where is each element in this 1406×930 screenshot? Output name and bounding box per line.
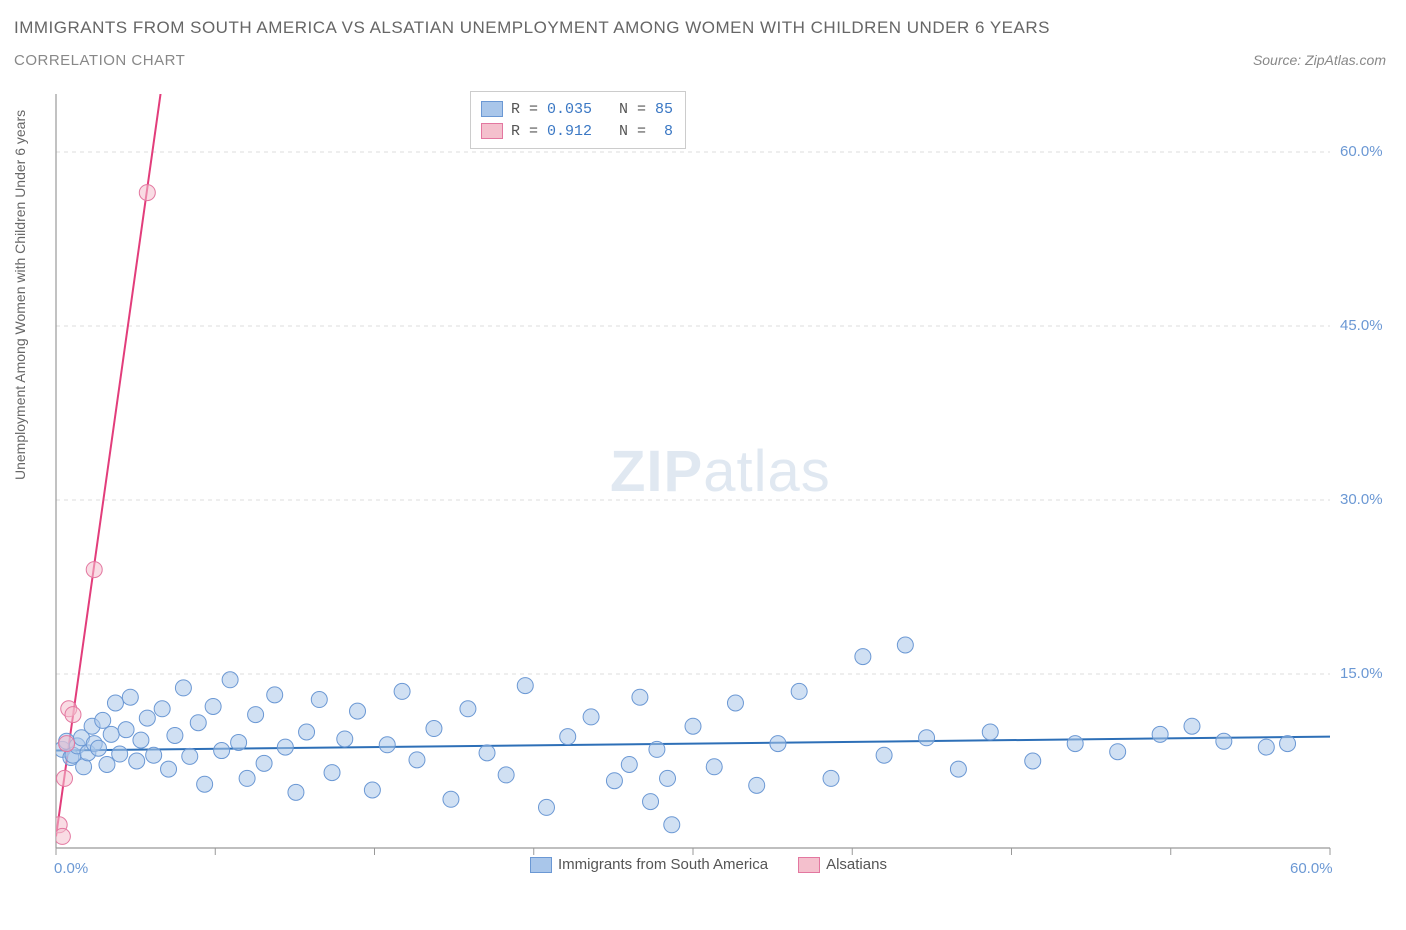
source-label: Source: ZipAtlas.com: [1253, 52, 1386, 68]
series-legend-item: Alsatians: [798, 856, 887, 873]
x-tick: 60.0%: [1290, 860, 1333, 877]
legend-text: R = 0.035 N = 85: [511, 101, 673, 118]
y-tick: 15.0%: [1340, 665, 1383, 682]
y-tick: 45.0%: [1340, 317, 1383, 334]
legend-swatch: [481, 101, 503, 117]
legend-swatch: [530, 857, 552, 873]
y-tick: 60.0%: [1340, 143, 1383, 160]
watermark: ZIPatlas: [610, 438, 831, 505]
series-name: Immigrants from South America: [558, 856, 768, 873]
y-tick: 30.0%: [1340, 491, 1383, 508]
series-legend: Immigrants from South America Alsatians: [530, 856, 917, 873]
series-name: Alsatians: [826, 856, 887, 873]
legend-text: R = 0.912 N = 8: [511, 123, 673, 140]
chart-title: IMMIGRANTS FROM SOUTH AMERICA VS ALSATIA…: [14, 18, 1050, 38]
x-tick: 0.0%: [54, 860, 88, 877]
legend-swatch: [798, 857, 820, 873]
legend-row: R = 0.035 N = 85: [481, 98, 673, 120]
chart-subtitle: CORRELATION CHART: [14, 52, 185, 69]
series-legend-item: Immigrants from South America: [530, 856, 768, 873]
correlation-legend: R = 0.035 N = 85 R = 0.912 N = 8: [470, 91, 686, 149]
y-axis-label: Unemployment Among Women with Children U…: [12, 110, 28, 480]
legend-swatch: [481, 123, 503, 139]
chart-area: ZIPatlas R = 0.035 N = 85 R = 0.912 N = 8…: [50, 88, 1390, 878]
legend-row: R = 0.912 N = 8: [481, 120, 673, 142]
